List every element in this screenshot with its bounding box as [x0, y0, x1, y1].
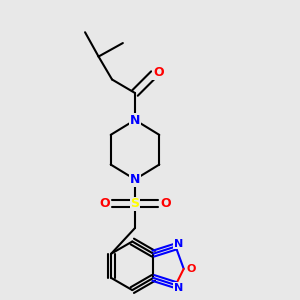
- Text: O: O: [153, 66, 164, 79]
- Text: O: O: [99, 197, 110, 210]
- Text: S: S: [130, 197, 140, 210]
- Text: N: N: [130, 113, 140, 127]
- Text: O: O: [187, 264, 196, 274]
- Text: N: N: [174, 238, 183, 249]
- Text: N: N: [130, 173, 140, 186]
- Text: N: N: [174, 283, 183, 293]
- Text: O: O: [160, 197, 171, 210]
